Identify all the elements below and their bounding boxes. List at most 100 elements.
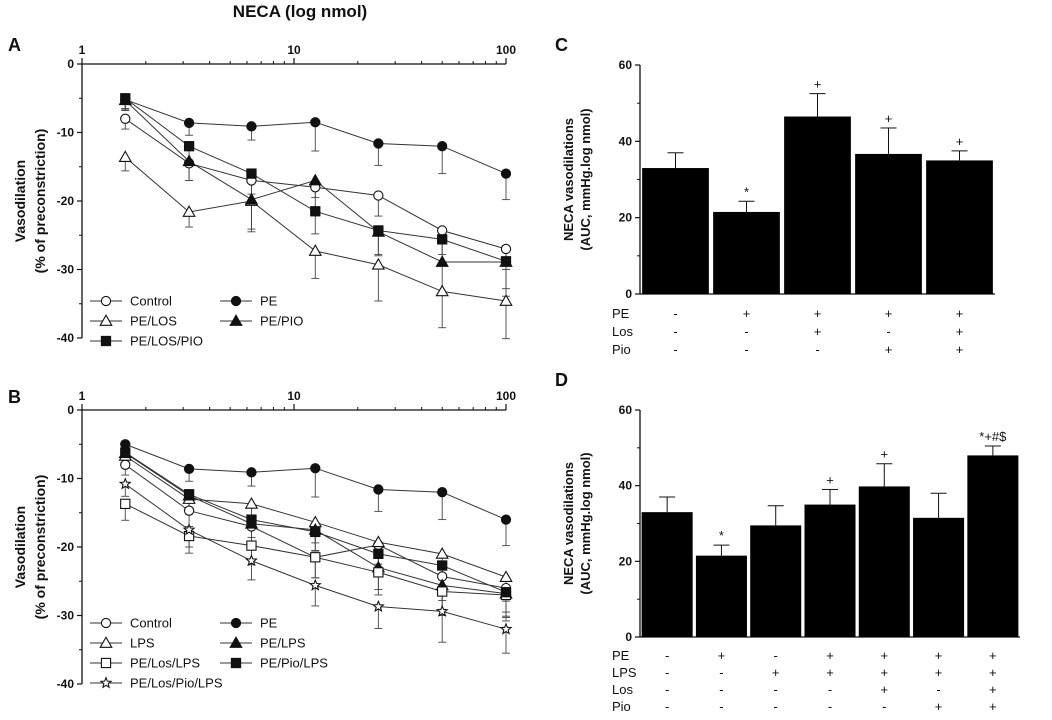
chart-d-bar: 0 20 40 60 NECA vasodilations (AUC, mmHg.log … xyxy=(561,403,1020,714)
panel-label-d: D xyxy=(555,370,568,390)
legend-label: PE/Pio/LPS xyxy=(260,656,328,671)
x-tick-label: 1 xyxy=(79,43,86,57)
bar xyxy=(926,160,993,294)
condition-cell: + xyxy=(935,665,943,680)
condition-cell: + xyxy=(880,665,888,680)
condition-cell: + xyxy=(956,324,964,339)
bar xyxy=(750,525,802,637)
legend-marker xyxy=(99,676,113,689)
condition-row-label: Los xyxy=(612,682,633,697)
condition-cell: + xyxy=(743,306,751,321)
y-axis-label: (AUC, mmHg.log nmol) xyxy=(578,452,593,594)
y-axis-label: Vasodilation xyxy=(12,506,28,588)
significance-label: + xyxy=(880,447,888,462)
chart-a-line: 1 10 100 0 -10 -20 -30 -40 Vasodilation (% of pre… xyxy=(12,43,516,349)
bar xyxy=(858,486,910,637)
condition-cell: - xyxy=(665,665,669,680)
condition-cell: + xyxy=(956,342,964,357)
data-point xyxy=(182,523,196,536)
condition-cell: + xyxy=(772,665,780,680)
y-tick-label: 60 xyxy=(619,58,633,72)
data-point xyxy=(371,599,385,613)
y-tick-label: 60 xyxy=(619,403,633,417)
data-point xyxy=(120,459,131,470)
legend-label: Control xyxy=(130,294,172,309)
y-tick-label: -30 xyxy=(57,263,75,277)
condition-cell: + xyxy=(826,665,834,680)
condition-cell: - xyxy=(774,682,778,697)
significance-label: + xyxy=(885,111,893,126)
legend-label: PE/LOS xyxy=(130,314,177,329)
condition-cell: - xyxy=(673,306,677,321)
data-point xyxy=(371,535,386,548)
significance-label: + xyxy=(814,77,822,92)
y-tick-label: -10 xyxy=(57,126,75,140)
data-point xyxy=(246,121,257,132)
significance-label: + xyxy=(826,472,834,487)
data-point xyxy=(245,553,258,567)
condition-cell: - xyxy=(665,699,669,714)
data-point xyxy=(120,93,131,104)
data-point xyxy=(499,622,513,635)
bar xyxy=(784,116,851,295)
data-point xyxy=(373,225,384,236)
y-axis-label: (% of preconstriction) xyxy=(32,129,48,274)
condition-row-label: LPS xyxy=(612,665,637,680)
y-tick-label: 20 xyxy=(619,211,633,225)
data-point xyxy=(246,467,257,478)
condition-cell: + xyxy=(989,682,997,697)
condition-cell: - xyxy=(774,648,778,663)
y-tick-label: 0 xyxy=(67,403,74,417)
data-point xyxy=(183,505,195,516)
data-point xyxy=(183,489,195,500)
data-point xyxy=(437,586,448,597)
data-point xyxy=(244,496,259,509)
data-point xyxy=(435,604,449,617)
bar xyxy=(641,512,693,637)
legend-marker xyxy=(229,314,243,326)
data-point xyxy=(437,225,448,236)
data-point xyxy=(373,484,384,495)
data-point xyxy=(500,243,512,255)
data-point xyxy=(500,587,512,598)
data-point xyxy=(435,546,449,559)
legend-label: Control xyxy=(130,616,172,631)
y-tick-label: -20 xyxy=(57,540,75,554)
condition-cell: - xyxy=(828,699,832,714)
condition-cell: - xyxy=(815,342,819,357)
legend-marker xyxy=(99,636,113,648)
legend-label: PE/Los/Pio/LPS xyxy=(130,676,223,691)
condition-cell: + xyxy=(885,342,893,357)
legend-marker xyxy=(100,335,112,347)
legend-label: LPS xyxy=(130,636,155,651)
data-point xyxy=(435,284,449,297)
condition-cell: + xyxy=(826,648,834,663)
x-tick-label: 100 xyxy=(496,43,516,57)
significance-label: * xyxy=(719,528,724,543)
legend-label: PE/PIO xyxy=(260,314,303,329)
data-point xyxy=(437,560,448,571)
y-tick-label: 40 xyxy=(619,479,633,493)
data-point xyxy=(120,498,131,509)
condition-cell: - xyxy=(719,682,723,697)
panel-label-a: A xyxy=(8,35,21,55)
data-point xyxy=(373,548,384,559)
data-point xyxy=(499,294,513,306)
legend-marker xyxy=(230,295,242,307)
condition-row-label: Pio xyxy=(612,342,631,357)
legend-marker xyxy=(99,314,113,326)
data-point xyxy=(246,168,257,179)
x-tick-label: 10 xyxy=(287,389,301,403)
panel-label-b: B xyxy=(8,387,21,407)
condition-cell: - xyxy=(828,682,832,697)
data-point xyxy=(183,463,195,475)
significance-label: * xyxy=(744,184,749,199)
condition-cell: - xyxy=(719,665,723,680)
data-point xyxy=(183,141,195,152)
legend-label: PE xyxy=(260,294,278,309)
data-point xyxy=(120,113,131,124)
data-point xyxy=(183,117,195,129)
legend-marker xyxy=(100,295,112,307)
data-point xyxy=(373,138,384,149)
panel-label-c: C xyxy=(555,35,568,55)
